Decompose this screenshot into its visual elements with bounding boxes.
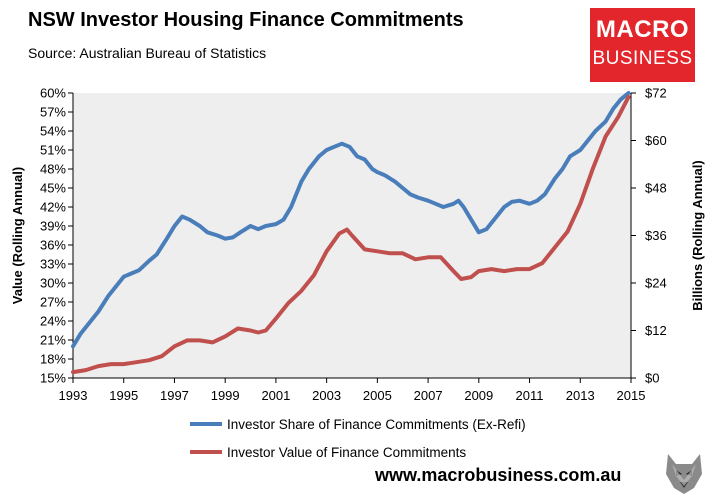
legend-label: Investor Value of Finance Commitments: [227, 445, 466, 460]
investor-share-line: [71, 91, 631, 349]
x-tick-label: 2015: [617, 388, 646, 403]
y-right-tick-label: $72: [645, 86, 667, 101]
x-tick-label: 2013: [566, 388, 595, 403]
y-right-tick-label: $48: [645, 181, 667, 196]
y-right-tick-label: $60: [645, 133, 667, 148]
y-axis-right-label: Billions (Rolling Annual): [690, 160, 705, 310]
x-tick-label: 1997: [160, 388, 189, 403]
y-left-tick-label: 33%: [40, 257, 66, 272]
x-tick-label: 1993: [59, 388, 88, 403]
y-left-tick-label: 39%: [40, 219, 66, 234]
legend-label: Investor Share of Finance Commitments (E…: [227, 417, 526, 432]
y-right-tick-label: $36: [645, 228, 667, 243]
x-tick-label: 1999: [211, 388, 240, 403]
y-left-tick-label: 15%: [40, 371, 66, 386]
x-tick-label: 2001: [261, 388, 290, 403]
y-left-tick-label: 18%: [40, 352, 66, 367]
x-tick-label: 2011: [516, 388, 544, 403]
chart-title: NSW Investor Housing Finance Commitments: [28, 9, 464, 31]
y-left-tick-label: 57%: [40, 105, 66, 120]
logo-line-1: MACRO: [595, 16, 690, 43]
investor-value-line: [71, 95, 631, 375]
y-right-tick-label: $12: [645, 323, 667, 338]
y-right-tick-label: $24: [645, 276, 667, 291]
x-tick-label: 2003: [312, 388, 341, 403]
y-left-tick-label: 60%: [40, 86, 66, 101]
y-left-tick-label: 36%: [40, 238, 66, 253]
wolf-logo-icon: [662, 450, 706, 496]
y-left-tick-label: 30%: [40, 276, 66, 291]
y-left-tick-label: 48%: [40, 162, 66, 177]
y-left-tick-label: 42%: [40, 200, 66, 215]
y-right-tick-label: $0: [645, 371, 659, 386]
y-axis-left-label: Value (Rolling Annual): [10, 167, 25, 304]
x-tick-label: 1995: [109, 388, 138, 403]
chart-subtitle: Source: Australian Bureau of Statistics: [28, 45, 267, 61]
x-tick-label: 2005: [363, 388, 392, 403]
macrobusiness-logo: MACRO BUSINESS: [590, 8, 695, 82]
y-left-tick-label: 51%: [40, 143, 66, 158]
y-left-tick-label: 27%: [40, 295, 66, 310]
logo-line-2: BUSINESS: [592, 48, 693, 69]
x-tick-label: 2007: [414, 388, 443, 403]
y-left-tick-label: 21%: [40, 333, 66, 348]
y-left-tick-label: 24%: [40, 314, 66, 329]
y-left-tick-label: 54%: [40, 124, 66, 139]
footer-url: www.macrobusiness.com.au: [375, 465, 622, 485]
y-left-tick-label: 45%: [40, 181, 66, 196]
x-tick-label: 2009: [464, 388, 493, 403]
